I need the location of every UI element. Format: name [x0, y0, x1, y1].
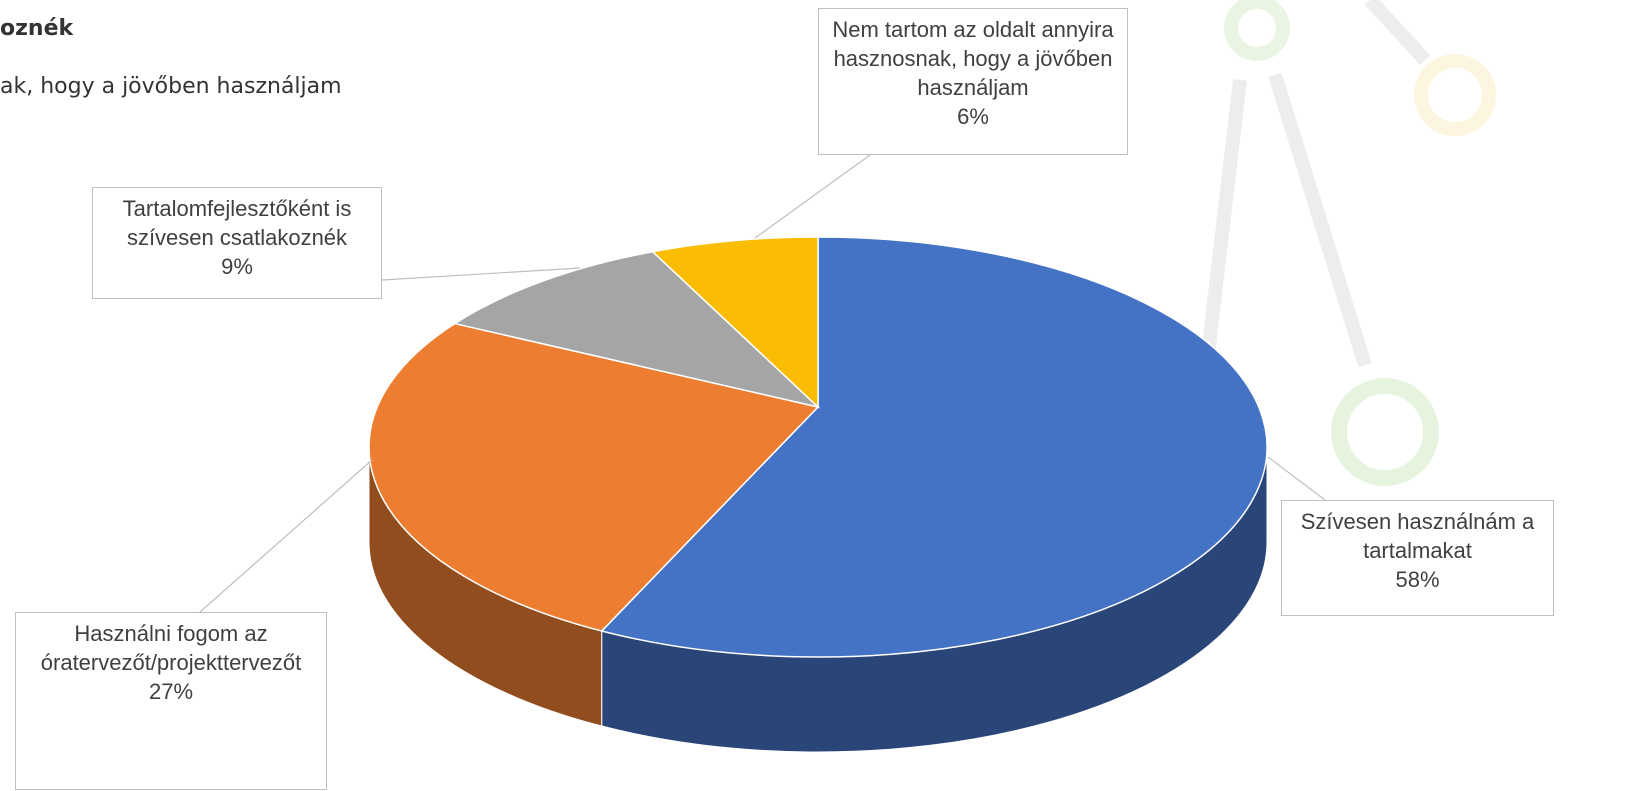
- leader-line: [199, 459, 373, 613]
- header-text: oznék: [0, 16, 74, 41]
- deco-circle: [1414, 54, 1496, 136]
- data-label: Használni fogom az óratervezőt/projektte…: [15, 612, 327, 790]
- header-text: ak, hogy a jövőben használjam: [0, 74, 342, 99]
- deco-line: [1268, 72, 1372, 368]
- label-percent: 58%: [1395, 567, 1440, 592]
- label-name: Nem tartom az oldalt annyira hasznosnak,…: [832, 17, 1114, 100]
- deco-line: [1364, 0, 1431, 65]
- label-percent: 6%: [957, 104, 989, 129]
- deco-circle: [1331, 378, 1439, 486]
- pie-slice: [600, 236, 1268, 658]
- label-name: Tartalomfejlesztőként is szívesen csatla…: [122, 196, 352, 250]
- pie-slice: [452, 250, 821, 409]
- label-percent: 27%: [148, 679, 194, 704]
- label-percent: 9%: [221, 254, 253, 279]
- background-decoration: [1198, 0, 1496, 486]
- data-label: Nem tartom az oldalt annyira hasznosnak,…: [818, 8, 1128, 155]
- deco-circle: [1224, 0, 1290, 61]
- leader-line: [1267, 456, 1326, 501]
- label-name: Szívesen használnám a tartalmakat: [1300, 509, 1535, 563]
- pie-slice: [651, 236, 819, 409]
- pie: [368, 236, 1268, 753]
- leader-lines: [199, 154, 1326, 613]
- data-label: Tartalomfejlesztőként is szívesen csatla…: [92, 187, 382, 299]
- data-label: Szívesen használnám a tartalmakat 58%: [1281, 500, 1554, 616]
- label-name: Használni fogom az óratervezőt/projektte…: [40, 621, 302, 675]
- leader-line: [381, 267, 581, 281]
- leader-line: [754, 154, 871, 239]
- deco-line: [1198, 79, 1247, 381]
- pie-slice: [368, 322, 820, 632]
